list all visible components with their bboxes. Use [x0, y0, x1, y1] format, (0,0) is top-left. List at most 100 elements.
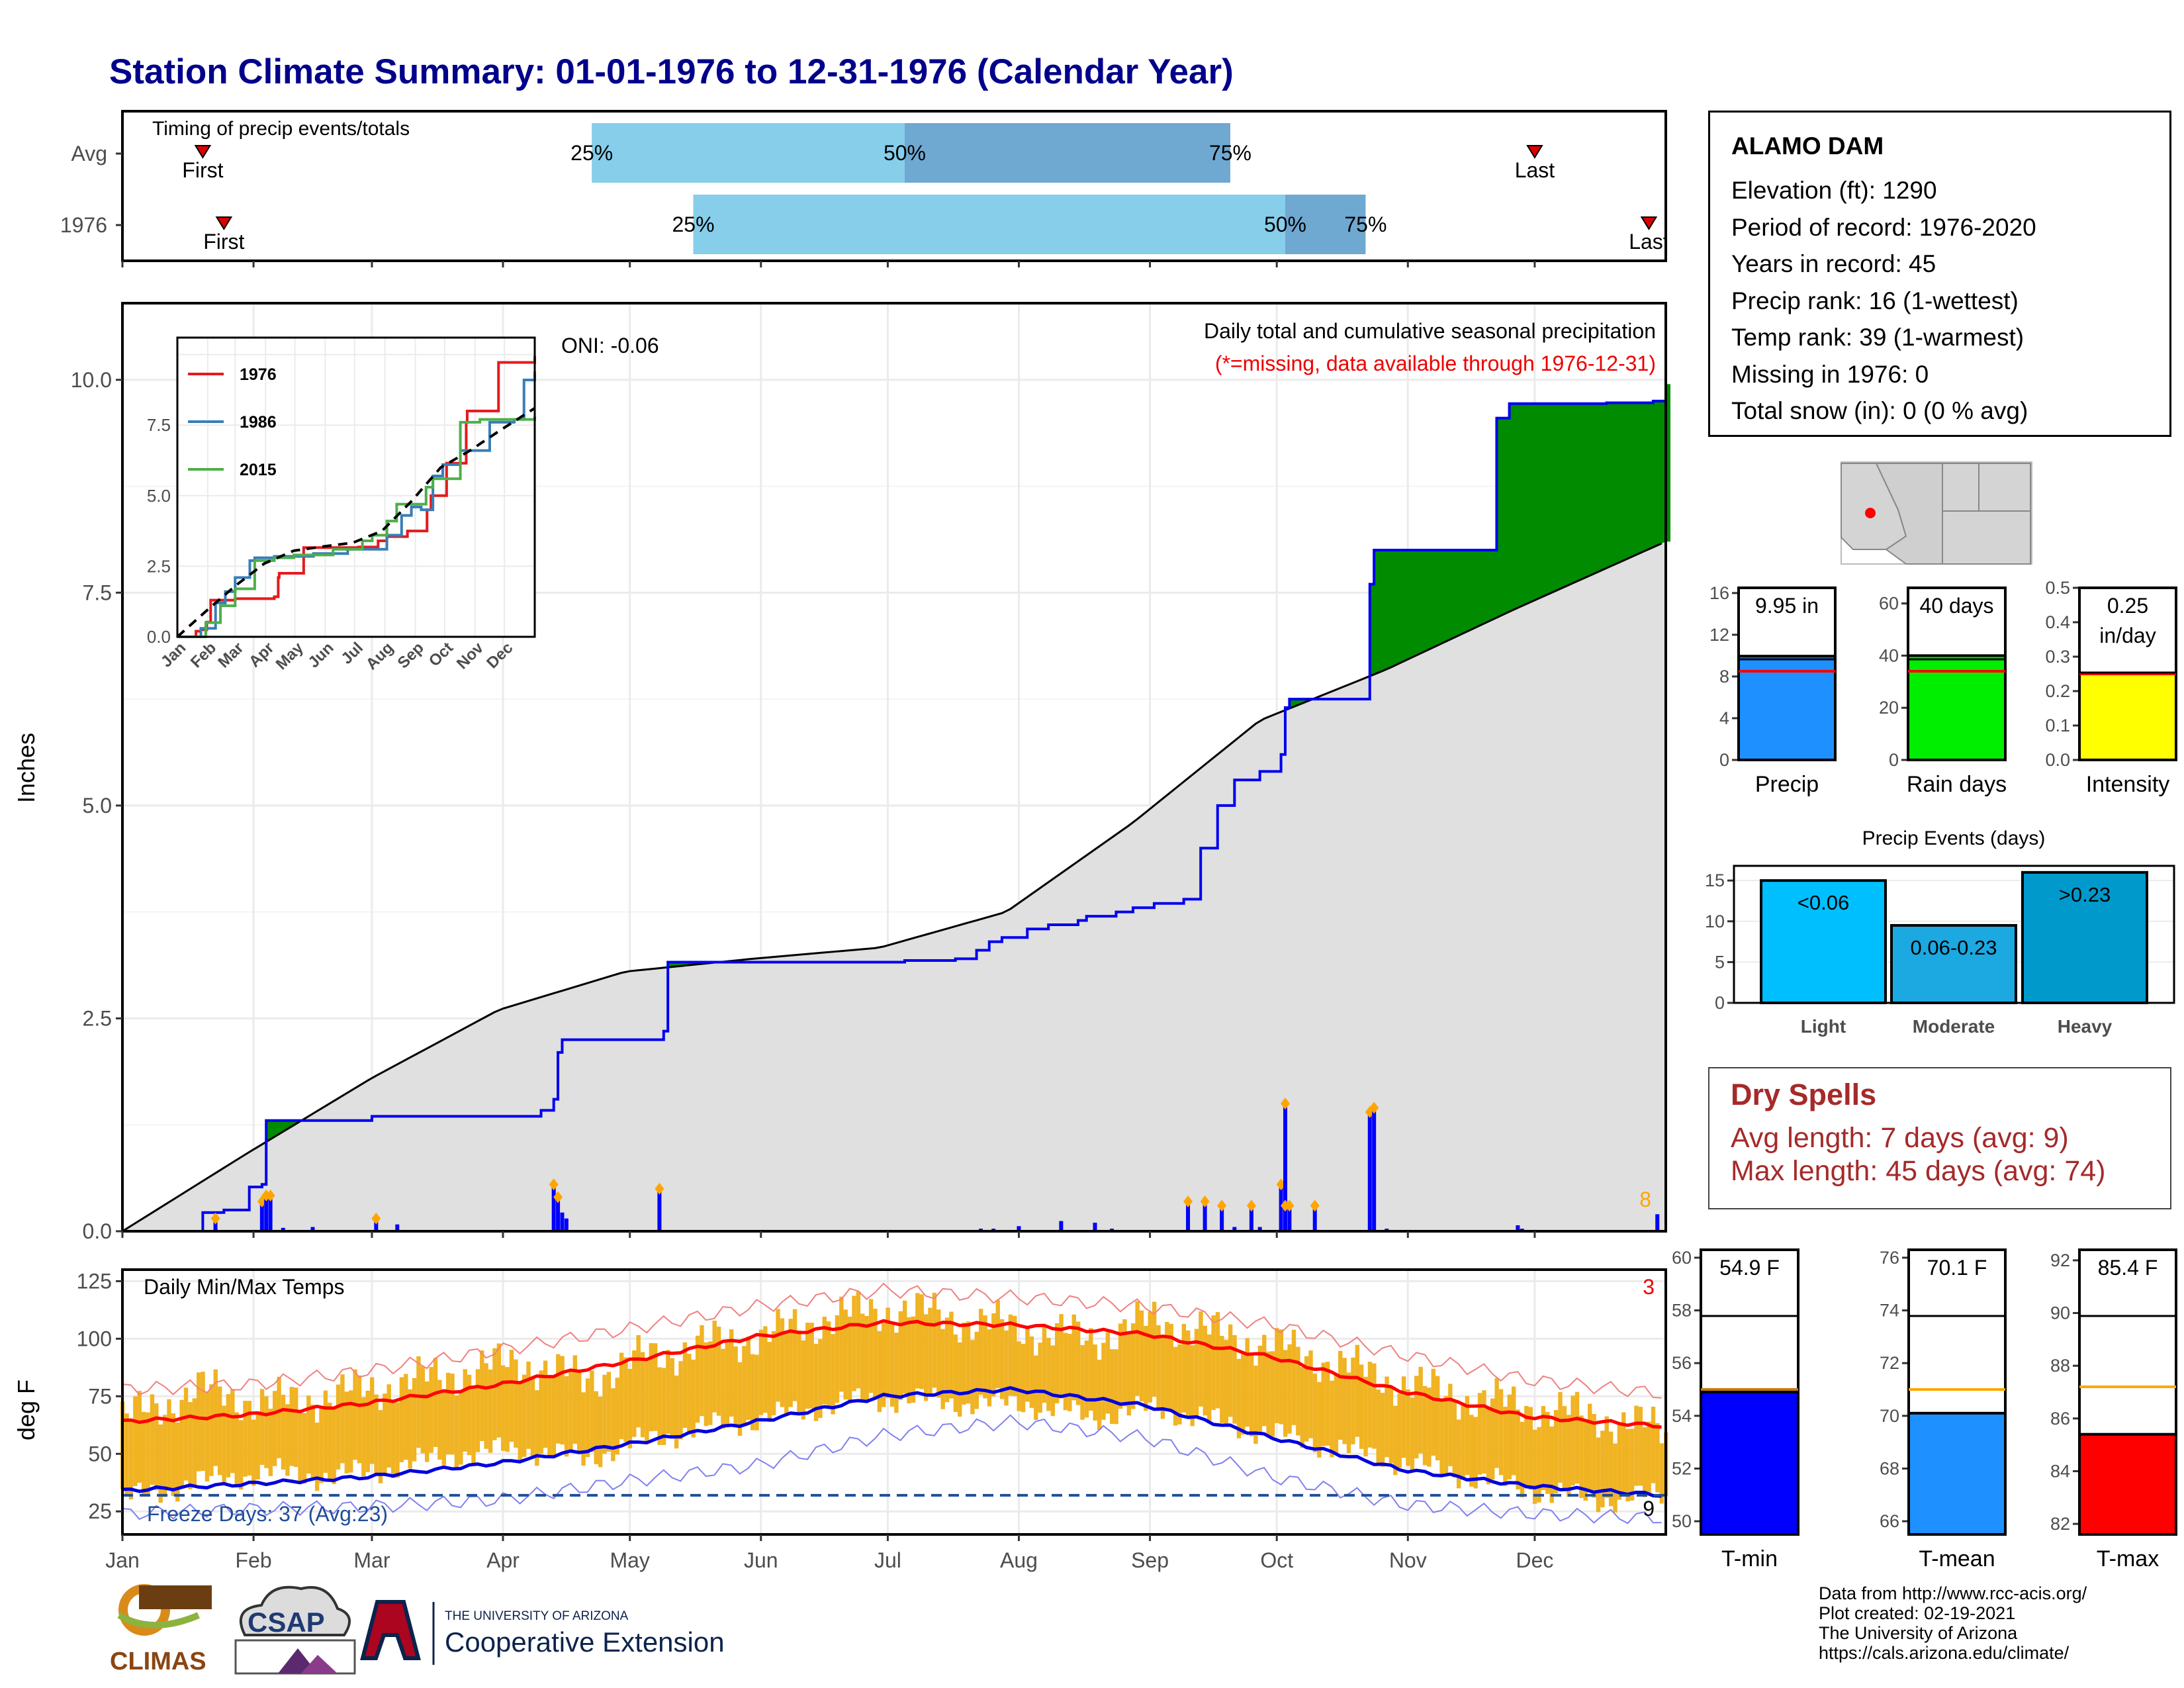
timing-panel: Timing of precip events/totals Avg 25% 50%… — [60, 106, 1694, 271]
daily-temp-range-bar — [1443, 1395, 1449, 1474]
inset-legend-label: 1976 — [240, 365, 277, 384]
tmean-bar — [1907, 1411, 2007, 1536]
daily-temp-range-bar — [1253, 1366, 1258, 1444]
daily-temp-range-bar — [1228, 1324, 1233, 1417]
daily-temp-range-bar — [805, 1323, 810, 1409]
daily-temp-range-bar — [606, 1372, 612, 1452]
precip-events-bar — [1760, 879, 1887, 1005]
daily-temp-range-bar — [247, 1401, 252, 1476]
precip-events-title: Precip Events (days) — [1862, 827, 2046, 849]
footer-line: Data from http://www.rcc-acis.org/ — [1819, 1583, 2087, 1603]
temp-ytick-label: 25 — [88, 1499, 112, 1523]
daily-temp-range-bar — [1211, 1315, 1216, 1410]
daily-temp-range-bar — [1017, 1341, 1021, 1411]
daily-precip-bar — [1249, 1205, 1253, 1231]
daily-temp-range-bar — [1025, 1327, 1030, 1402]
timing-p25-label: 25% — [672, 212, 714, 236]
daily-temp-range-bar — [1245, 1338, 1250, 1427]
daily-temp-range-bar — [907, 1317, 911, 1403]
daily-temp-range-bar — [158, 1424, 163, 1503]
daily-temp-range-bar — [201, 1372, 205, 1471]
daily-temp-range-bar — [966, 1321, 971, 1404]
daily-temp-range-bar — [1583, 1419, 1588, 1501]
daily-temp-range-bar — [306, 1395, 311, 1474]
daily-temp-range-bar — [141, 1411, 146, 1495]
timing-bar-early — [592, 123, 905, 183]
precip-ytick-label: 16 — [1709, 583, 1729, 603]
month-label: Dec — [1516, 1548, 1553, 1572]
tmin-ytick-label: 56 — [1672, 1353, 1692, 1373]
daily-temp-range-bar — [928, 1307, 933, 1397]
daily-temp-range-bar — [459, 1391, 463, 1465]
precip-events-bar — [2021, 870, 2148, 1005]
daily-temp-range-bar — [1194, 1329, 1199, 1417]
daily-temp-range-bar — [1038, 1342, 1042, 1413]
daily-temp-range-bar — [1042, 1325, 1047, 1403]
daily-temp-range-bar — [792, 1309, 797, 1401]
daily-temp-range-bar — [492, 1348, 497, 1440]
daily-temp-range-bar — [991, 1313, 996, 1397]
daily-temp-range-bar — [1215, 1312, 1220, 1409]
rain-days-category-label: Rain days — [1907, 772, 2007, 797]
heavy-event-marker — [1280, 1199, 1290, 1212]
daily-temp-range-bar — [758, 1329, 764, 1415]
daily-temp-range-bar — [302, 1413, 307, 1483]
timing-first-marker — [194, 145, 212, 159]
tmean-ytick-label: 72 — [1880, 1353, 1899, 1373]
daily-temp-range-bar — [1165, 1322, 1169, 1410]
tmin-category-label: T-min — [1721, 1546, 1778, 1571]
heavy-event-marker — [553, 1191, 563, 1203]
precip-ytick-label: 5.0 — [83, 794, 112, 818]
daily-precip-bar — [310, 1227, 315, 1231]
daily-temp-range-bar — [645, 1360, 649, 1442]
daily-temp-range-bar — [1448, 1383, 1453, 1466]
dry-spells-max: Max length: 45 days (avg: 74) — [1731, 1155, 2106, 1187]
daily-temp-range-bar — [704, 1342, 709, 1427]
daily-temp-range-bar — [864, 1315, 869, 1403]
daily-temp-range-bar — [974, 1331, 979, 1409]
daily-temp-range-bar — [835, 1315, 840, 1403]
freeze-days-label: Freeze Days: 37 (Avg:23) — [147, 1502, 388, 1526]
daily-temp-range-bar — [1567, 1415, 1571, 1497]
station-details: Elevation (ft): 1290 Period of record: 19… — [1731, 172, 2169, 430]
daily-temp-range-bar — [374, 1394, 379, 1474]
daily-temp-range-bar — [429, 1367, 433, 1453]
inset-legend-label: 2015 — [240, 461, 277, 479]
daily-temp-range-bar — [530, 1378, 535, 1459]
daily-temp-range-bar — [234, 1412, 239, 1486]
daily-temp-range-bar — [868, 1299, 874, 1393]
timing-p75-label: 75% — [1344, 212, 1387, 236]
daily-temp-range-bar — [349, 1390, 353, 1473]
daily-temp-range-bar — [357, 1375, 362, 1464]
average-max-line — [122, 1319, 1662, 1429]
daily-temp-range-bar — [1257, 1345, 1263, 1432]
daily-temp-range-bar — [882, 1323, 886, 1407]
daily-temp-range-bar — [1359, 1364, 1364, 1449]
daily-temp-range-bar — [1152, 1301, 1157, 1397]
daily-temp-range-bar — [695, 1335, 700, 1423]
daily-temp-range-bar — [509, 1350, 514, 1442]
daily-temp-range-bar — [598, 1396, 603, 1468]
heavy-event-marker — [1217, 1199, 1227, 1212]
daily-temp-range-bar — [1203, 1325, 1207, 1416]
timing-p50-label: 50% — [1264, 212, 1306, 236]
daily-temp-range-bar — [1367, 1362, 1373, 1448]
daily-temp-range-bar — [754, 1354, 759, 1430]
daily-temp-range-bar — [1520, 1421, 1525, 1498]
daily-temp-range-bar — [205, 1391, 210, 1482]
daily-temp-range-bar — [1262, 1335, 1267, 1427]
daily-temp-range-bar — [1160, 1337, 1165, 1419]
daily-temp-range-bar — [319, 1408, 324, 1483]
tmax-ytick-label: 82 — [2050, 1514, 2070, 1534]
daily-precip-bar — [213, 1218, 218, 1231]
daily-temp-range-bar — [399, 1377, 404, 1462]
tmean-ytick-label: 76 — [1880, 1248, 1899, 1268]
daily-temp-range-bar — [1135, 1301, 1140, 1396]
daily-temp-range-bar — [687, 1354, 692, 1434]
daily-temp-range-bar — [1346, 1372, 1351, 1454]
daily-temp-range-bar — [1126, 1334, 1131, 1416]
daily-temp-range-bar — [1173, 1346, 1178, 1426]
month-label: Apr — [486, 1548, 520, 1572]
station-detail-line: Missing in 1976: 0 — [1731, 360, 1929, 388]
daily-temp-range-bar — [1008, 1314, 1013, 1396]
